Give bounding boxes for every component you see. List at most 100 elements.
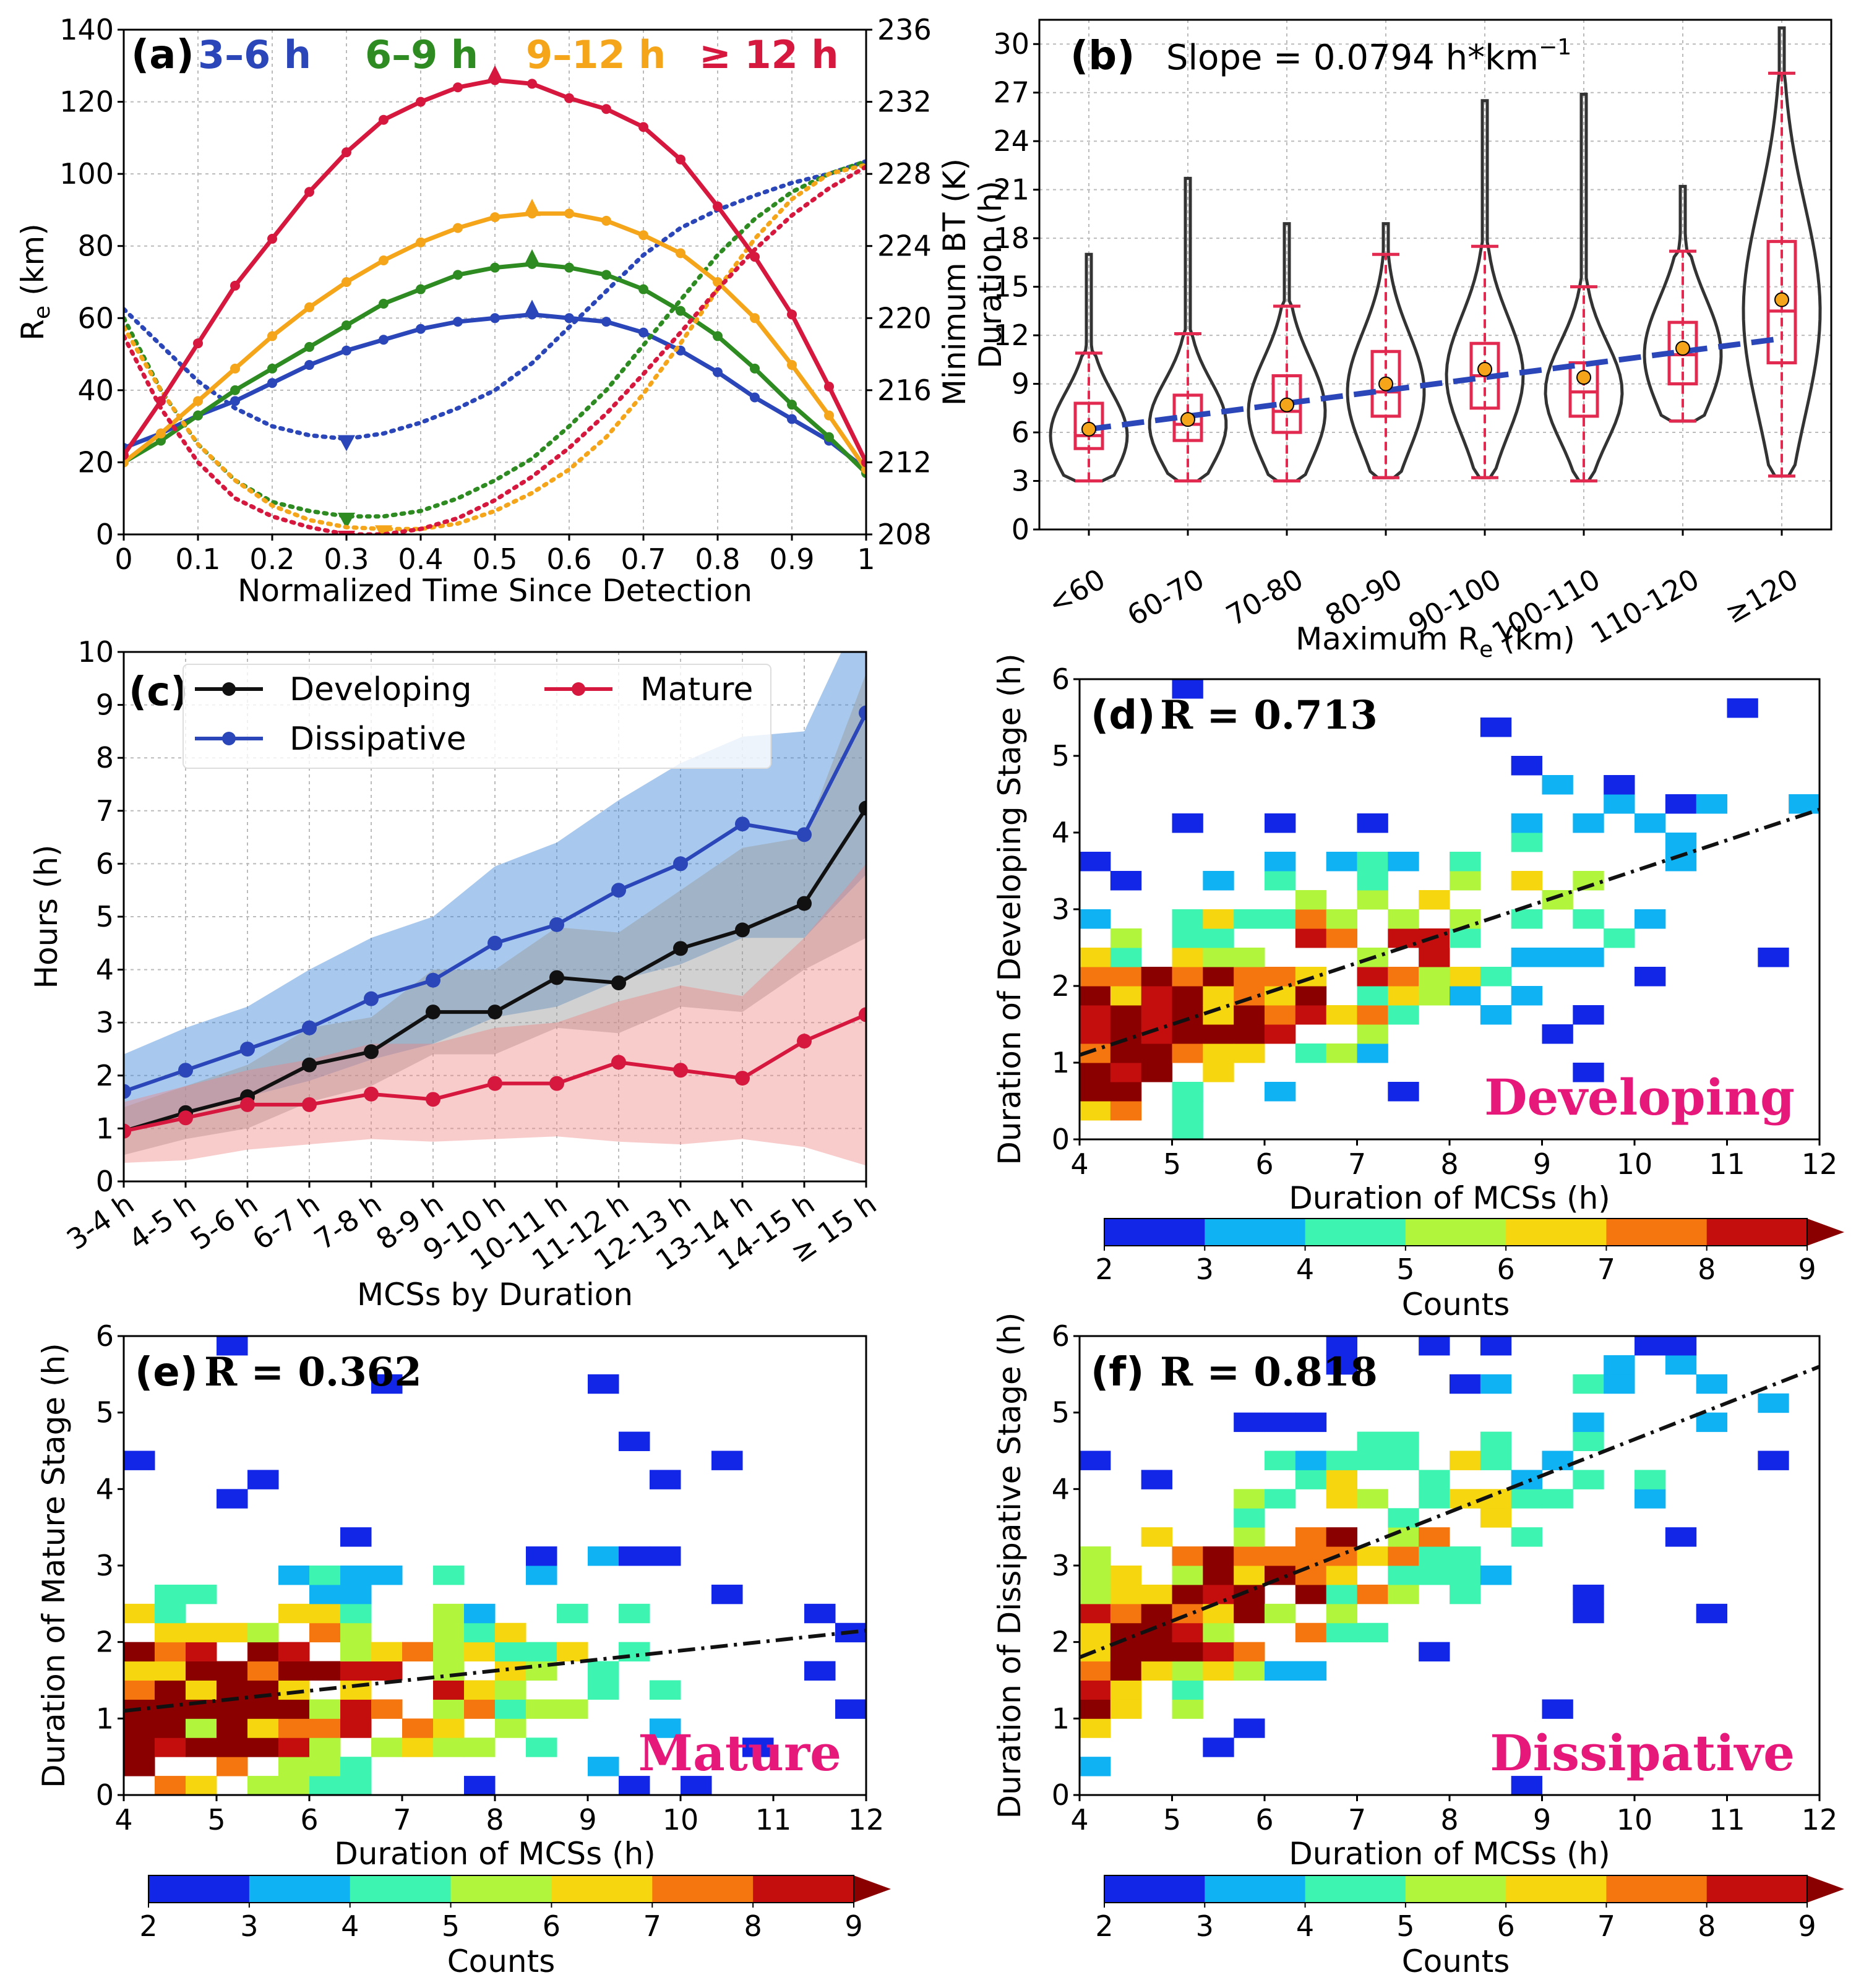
heatmap-cell <box>1295 1450 1327 1470</box>
point-dissipative <box>611 883 626 898</box>
mean-point <box>1378 376 1393 392</box>
x-tick-label: 4 <box>1070 1147 1088 1181</box>
colorbar-tick-label: 8 <box>744 1909 762 1943</box>
heatmap-cell <box>1110 1043 1142 1063</box>
heatmap-cell <box>1326 1489 1357 1509</box>
heatmap-cell <box>433 1680 465 1700</box>
heatmap-cell <box>1265 1412 1296 1433</box>
y-tick-label: 1 <box>96 1112 114 1145</box>
heatmap-cell <box>1110 1584 1142 1605</box>
panel-b-label: (b) <box>1070 33 1135 79</box>
heatmap-cell <box>1388 986 1419 1006</box>
heatmap-cell <box>402 1718 434 1738</box>
violin <box>1148 176 1228 483</box>
heatmap-cell <box>1635 1489 1666 1509</box>
heatmap-cell <box>433 1642 465 1662</box>
heatmap-cell <box>1542 948 1573 967</box>
re-point <box>193 396 203 406</box>
heatmap-cell <box>217 1336 248 1356</box>
heatmap-cell <box>1480 1450 1512 1470</box>
heatmap-cell <box>371 1374 403 1394</box>
re-point <box>416 323 426 334</box>
heatmap-cell <box>1080 1546 1111 1566</box>
x-tick-label: 10 <box>663 1803 699 1836</box>
heatmap-cells <box>1080 1336 1789 1796</box>
colorbar-segment <box>1606 1219 1708 1246</box>
series-label-9-12h: 9–12 h <box>526 32 666 77</box>
re-point <box>676 248 685 259</box>
x-tick-label: 8 <box>1440 1803 1458 1836</box>
heatmap-cell <box>1110 1101 1142 1121</box>
colorbar-segment <box>1606 1875 1708 1903</box>
colorbar-tick-label: 5 <box>442 1909 460 1943</box>
y-right-tick-label: 236 <box>877 13 932 46</box>
colorbar-tick-label: 2 <box>139 1909 157 1943</box>
re-point <box>601 270 611 280</box>
point-mature <box>302 1097 317 1112</box>
heatmap-cell <box>1234 1718 1265 1738</box>
heatmap-cell <box>526 1737 557 1757</box>
y-tick-label: 3 <box>96 1006 114 1039</box>
heatmap-cell <box>278 1661 310 1681</box>
heatmap-cell <box>1635 967 1666 987</box>
colorbar-segment <box>1706 1875 1808 1903</box>
heatmap-cell <box>526 1546 557 1566</box>
re-point <box>342 277 351 287</box>
heatmap-cell <box>1326 1566 1357 1585</box>
x-tick-label: 0.8 <box>695 542 740 576</box>
heatmap-cell <box>1388 1005 1419 1025</box>
re-point <box>824 410 834 421</box>
heatmap-cell <box>1357 1546 1388 1566</box>
legend-marker-dissipative <box>222 732 236 745</box>
heatmap-cell <box>1172 948 1203 967</box>
heatmap-cell <box>1110 986 1142 1006</box>
heatmap-cell <box>309 1661 341 1681</box>
panel-c-ylabel: Hours (h) <box>28 844 64 988</box>
heatmap-cell <box>1203 948 1234 967</box>
colorbar-segment <box>1104 1219 1205 1246</box>
x-tick-label: 7 <box>393 1803 411 1836</box>
heatmap-cell <box>464 1603 496 1624</box>
heatmap-cell <box>1295 1622 1327 1643</box>
y-tick-label: 140 <box>59 13 114 46</box>
heatmap-cell <box>247 1718 279 1738</box>
heatmap-cell <box>1480 1508 1512 1528</box>
x-tick-label: 7 <box>1348 1147 1366 1181</box>
heatmap-cell <box>1172 1642 1203 1662</box>
heatmap-cell <box>1234 1603 1265 1624</box>
point-dissipative <box>549 917 564 932</box>
heatmap-cell <box>1172 928 1203 948</box>
heatmap-cell <box>619 1603 650 1624</box>
heatmap-cell <box>278 1699 310 1719</box>
heatmap-cell <box>1265 813 1296 833</box>
heatmap-cell <box>619 1546 650 1566</box>
heatmap-cell <box>1110 871 1142 891</box>
heatmap-cell <box>433 1566 465 1585</box>
x-tick-label: 7-8 h <box>308 1187 387 1256</box>
heatmap-cell <box>1295 1005 1327 1025</box>
heatmap-cell <box>1573 1584 1604 1605</box>
panel-a-ylabel: Re (km) <box>15 223 55 340</box>
heatmap-cell <box>1141 1005 1172 1025</box>
heatmap-cell <box>186 1642 217 1662</box>
colorbar-segment <box>1305 1219 1406 1246</box>
re-point <box>453 270 463 280</box>
point-dissipative <box>859 705 866 721</box>
re-point <box>342 345 351 356</box>
heatmap-cell <box>1542 1699 1573 1719</box>
x-tick-label: 11 <box>1709 1147 1745 1181</box>
heatmap-cell <box>433 1603 465 1624</box>
heatmap-cell <box>1789 794 1820 814</box>
heatmap-cell <box>1295 928 1327 948</box>
heatmap-cell <box>1511 813 1542 833</box>
colorbar-segment <box>148 1875 250 1903</box>
re-point <box>379 335 389 345</box>
fit-line <box>123 1629 867 1713</box>
heatmap-cell <box>371 1699 403 1719</box>
colorbar-tick-label: 2 <box>1095 1253 1113 1286</box>
colorbar-frame <box>148 1875 854 1903</box>
heatmap-cell <box>1480 718 1512 737</box>
heatmap-cell <box>1080 1622 1111 1643</box>
y-tick-label: 1 <box>1052 1046 1070 1079</box>
